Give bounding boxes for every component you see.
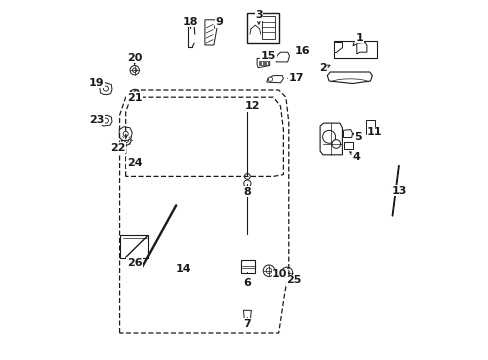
Circle shape (244, 105, 250, 111)
Bar (263, 61, 265, 65)
Text: 1: 1 (355, 33, 363, 43)
Text: 23: 23 (89, 114, 104, 125)
Text: 17: 17 (287, 73, 303, 84)
Circle shape (322, 130, 335, 143)
Text: 7: 7 (243, 319, 251, 329)
Text: 2: 2 (319, 63, 326, 73)
Circle shape (103, 86, 108, 91)
Circle shape (132, 68, 137, 72)
Polygon shape (119, 127, 132, 140)
Circle shape (244, 180, 250, 187)
Text: 4: 4 (351, 152, 359, 162)
Polygon shape (243, 310, 251, 321)
Bar (241, 260, 255, 273)
Polygon shape (326, 72, 371, 84)
Text: 15: 15 (260, 51, 275, 61)
Text: 12: 12 (244, 101, 260, 111)
Circle shape (130, 66, 139, 75)
Polygon shape (257, 58, 269, 68)
Bar (247, 13, 279, 43)
Text: 9: 9 (215, 17, 223, 27)
Text: 19: 19 (89, 78, 104, 88)
Polygon shape (100, 83, 112, 95)
Text: 22: 22 (110, 143, 125, 153)
Text: 16: 16 (294, 46, 309, 56)
Circle shape (132, 92, 137, 97)
Text: 24: 24 (126, 158, 142, 168)
Text: 26: 26 (126, 258, 142, 268)
Bar (261, 16, 275, 39)
Polygon shape (333, 42, 341, 52)
Bar (258, 61, 260, 65)
Text: 10: 10 (271, 269, 287, 279)
Text: 14: 14 (175, 264, 191, 274)
Bar (120, 235, 148, 258)
Circle shape (124, 138, 128, 143)
Polygon shape (244, 189, 250, 194)
Circle shape (281, 267, 292, 279)
Polygon shape (266, 76, 283, 83)
Circle shape (129, 89, 140, 99)
Text: 21: 21 (127, 93, 142, 103)
Circle shape (265, 268, 271, 274)
Bar (261, 61, 263, 65)
Circle shape (367, 127, 373, 133)
Polygon shape (320, 123, 342, 155)
Circle shape (122, 136, 131, 145)
Bar (333, 41, 376, 58)
Circle shape (244, 174, 250, 179)
Text: 5: 5 (353, 132, 361, 142)
Text: 8: 8 (243, 186, 251, 197)
Text: 18: 18 (183, 17, 198, 27)
Circle shape (123, 131, 128, 136)
Circle shape (284, 270, 289, 276)
Polygon shape (100, 115, 112, 126)
Text: 11: 11 (366, 127, 382, 137)
Text: 20: 20 (127, 53, 142, 63)
Text: 3: 3 (255, 10, 262, 21)
Text: 25: 25 (286, 275, 301, 285)
Polygon shape (343, 130, 352, 138)
Circle shape (263, 265, 274, 276)
Polygon shape (391, 166, 399, 216)
Circle shape (103, 118, 108, 123)
Polygon shape (276, 52, 289, 62)
Polygon shape (356, 42, 366, 54)
Text: 13: 13 (391, 186, 406, 196)
Text: 6: 6 (243, 278, 251, 288)
Bar (265, 61, 267, 65)
Bar (366, 120, 374, 134)
Circle shape (331, 140, 340, 148)
Polygon shape (343, 142, 352, 149)
Polygon shape (204, 20, 217, 45)
Circle shape (268, 77, 272, 81)
